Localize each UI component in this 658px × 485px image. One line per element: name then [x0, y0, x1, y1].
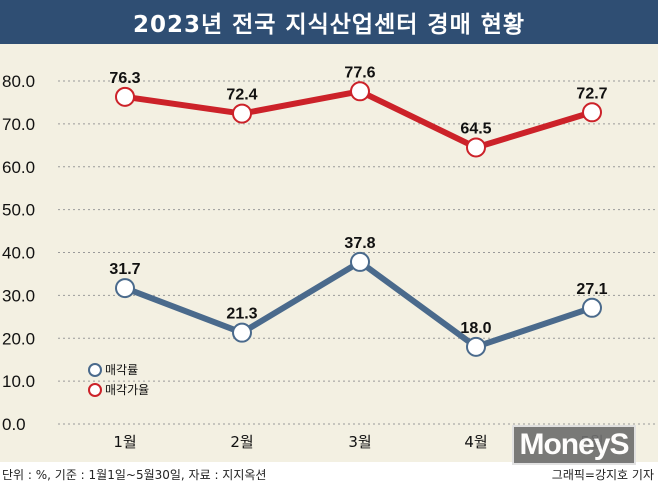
legend-marker: [88, 363, 102, 377]
data-point: [232, 322, 252, 343]
x-tick-label: 1월: [113, 433, 136, 451]
data-point: [350, 251, 370, 272]
data-point: [582, 102, 602, 123]
y-tick-label: 50.0: [2, 201, 35, 220]
data-label: 31.7: [109, 261, 140, 278]
data-label: 37.8: [344, 235, 375, 252]
source-note: 단위 : %, 기준 : 1월1일~5월30일, 자료 : 지지옥션: [2, 468, 267, 482]
y-tick-label: 80.0: [2, 72, 35, 91]
y-tick-label: 30.0: [2, 286, 35, 305]
legend-label: 매각률: [105, 363, 138, 377]
data-label: 72.7: [576, 85, 607, 102]
data-label: 21.3: [226, 306, 257, 323]
data-label: 76.3: [109, 70, 140, 87]
moneys-watermark-logo: MoneyS: [512, 425, 636, 465]
y-tick-label: 0.0: [2, 415, 26, 434]
x-tick-label: 3월: [348, 433, 371, 451]
y-tick-label: 60.0: [2, 158, 35, 177]
x-tick-label: 4월: [464, 433, 487, 451]
legend-marker: [88, 383, 102, 397]
chart-title: 2023년 전국 지식산업센터 경매 현황: [0, 0, 658, 44]
data-point: [350, 81, 370, 102]
data-point: [466, 336, 486, 357]
x-tick-label: 2월: [230, 433, 253, 451]
data-point: [466, 137, 486, 158]
line-chart: 0.0 10.0 20.0 30.0 40.0 50.0 60.0 70.0 80.0 1월 2월 3…: [2, 64, 658, 451]
graphic-credit: 그래픽=강지호 기자: [551, 468, 654, 482]
data-label: 77.6: [344, 64, 375, 81]
legend-label: 매각가율: [105, 383, 149, 397]
series-line: [122, 258, 595, 350]
data-label: 64.5: [460, 120, 491, 137]
data-point: [115, 86, 135, 107]
y-tick-label: 40.0: [2, 244, 35, 263]
data-point: [115, 278, 135, 299]
y-tick-label: 20.0: [2, 329, 35, 348]
y-tick-label: 70.0: [2, 115, 35, 134]
data-point: [582, 297, 602, 318]
data-label: 18.0: [460, 320, 491, 337]
data-label: 72.4: [226, 87, 257, 104]
data-point: [232, 103, 252, 124]
data-label: 27.1: [576, 281, 607, 298]
y-tick-label: 10.0: [2, 372, 35, 391]
